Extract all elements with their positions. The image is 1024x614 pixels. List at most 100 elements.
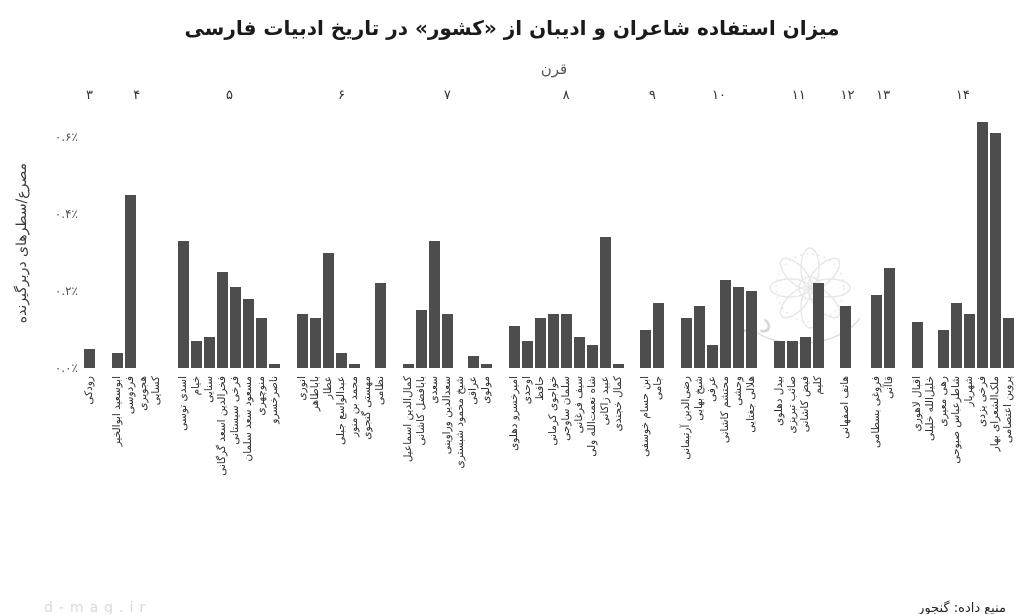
bar: [937, 330, 949, 368]
x-tick-label: بیدل دهلوی: [772, 376, 785, 426]
y-tick-label: ۰.۲٪: [54, 284, 78, 299]
x-tick-label: فیض کاشانی: [798, 376, 811, 433]
x-tick-label: فردوسی: [123, 376, 136, 415]
century-tick-label: ۴: [133, 88, 141, 103]
x-tick-label: فروغی بسطامی: [870, 376, 883, 448]
century-tick-label: ۳: [86, 88, 93, 103]
century-tick-label: ۶: [338, 88, 346, 103]
bar: [191, 341, 203, 368]
bar: [84, 349, 95, 368]
bar: [243, 299, 255, 368]
site-watermark-link[interactable]: d-mag.ir: [44, 600, 152, 614]
century-tick-label: ۱۰: [712, 88, 727, 103]
century-group-12: ۱۲ هاتف اصفهانی: [839, 88, 854, 556]
bar: [963, 314, 975, 368]
x-tick-label: پروین اعتصامی: [1001, 376, 1014, 444]
x-tick-label: خیام: [190, 376, 203, 396]
bar: [111, 353, 123, 368]
bar: [911, 322, 923, 368]
data-source-note: منبع داده: گنجور: [918, 601, 1006, 614]
y-axis-title-text: مصرع/سطرهای دربرگیرنده: [14, 162, 30, 324]
bar: [653, 303, 665, 368]
century-group-13: ۱۳ فروغی بسطامی قاآنی: [870, 88, 896, 556]
x-tick-label: بابافضل کاشانی: [414, 376, 427, 446]
bar: [269, 364, 281, 368]
bar: [297, 314, 309, 368]
bar: [681, 318, 693, 368]
bar: [950, 303, 962, 368]
x-tick-label: هلالی جغتایی: [745, 376, 758, 433]
x-tick-label: هاتف اصفهانی: [839, 376, 852, 439]
bar: [773, 341, 785, 368]
y-tick-label: ۰.۰٪: [54, 361, 78, 375]
x-tick-label: اسدی توسی: [177, 376, 190, 431]
bar: [441, 314, 453, 368]
bar: [521, 341, 533, 368]
century-tick-label: ۱۴: [955, 88, 970, 103]
x-tick-label: رودکی: [83, 376, 95, 405]
x-tick-label: انوری: [296, 376, 309, 401]
x-axis-title: قرن: [540, 60, 568, 78]
bar: [871, 295, 883, 368]
x-tick-label: شاطرعباس صبوحی: [949, 376, 962, 464]
bar: [534, 318, 546, 368]
bar: [884, 268, 896, 368]
x-tick-label: ابوسعید ابوالخیر: [110, 376, 123, 447]
century-group-6: ۶ انوری باباطاهر عطار عبدالواسع جبلی محمد بن …: [296, 88, 387, 556]
x-tick-label: هجویری: [136, 376, 149, 411]
bar: [349, 364, 361, 368]
chart-plot-area: مصرع/سطرهای دربرگیرنده ۰.۰٪ ۰.۲٪ ۰.۴٪ ۰.۶٪ …: [0, 88, 1024, 548]
bar: [694, 306, 706, 368]
century-group-8: ۸ امیرخسرو دهلوی اوحدی حافظ خواجوی کرمانی سلم…: [507, 88, 624, 556]
century-tick-label: ۱۳: [876, 88, 891, 103]
x-tick-label: فرخی یزدی: [975, 376, 988, 428]
x-tick-label: عبید زاکانی: [598, 376, 611, 426]
bar: [547, 314, 559, 368]
century-tick-label: ۹: [648, 88, 656, 103]
bar: [178, 241, 190, 368]
bar: [310, 318, 322, 368]
plot-groups: ۳ رودکی ۴ ابوسعید ابوالخیر فردوسی هجویری کسایی…: [83, 88, 1014, 556]
century-tick-label: ۷: [443, 88, 451, 103]
x-tick-label: ناصرخسرو: [268, 376, 281, 424]
x-tick-label: عراقی: [466, 376, 479, 405]
bar: [989, 133, 1001, 368]
bar: [786, 341, 798, 368]
century-group-9: ۹ ابن حسام خوسفی جامی: [639, 88, 665, 556]
century-group-14: ۱۴ اقبال لاهوری خلیل‌الله خلیلی رهی معیری شا…: [910, 88, 1014, 556]
x-tick-label: مسعود سعد سلمان: [242, 376, 255, 462]
bar: [573, 337, 585, 368]
bar: [256, 318, 268, 368]
x-tick-label: عرفی: [706, 376, 719, 402]
x-tick-label: رهی معیری: [936, 376, 949, 427]
x-tick-label: سنایی: [203, 376, 216, 403]
x-tick-label: اقبال لاهوری: [910, 376, 923, 432]
x-tick-label: صائب تبریزی: [785, 376, 798, 434]
y-tick-label: ۰.۶٪: [54, 130, 78, 145]
x-tick-label: شیخ محمود شبستری: [453, 376, 466, 469]
x-tick-label: مولوی: [479, 376, 492, 404]
bar: [1002, 318, 1014, 368]
bar: [840, 306, 852, 368]
x-tick-label: باباطاهر: [309, 376, 322, 412]
bar: [720, 280, 732, 368]
chart-title: میزان استفاده شاعران و ادیبان از «کشور» …: [184, 16, 840, 40]
x-tick-label: خلیل‌الله خلیلی: [923, 376, 936, 442]
x-tick-label: حافظ: [533, 376, 546, 401]
x-tick-label: عطار: [322, 376, 335, 400]
bar: [508, 326, 520, 368]
century-tick-label: ۱۱: [791, 88, 806, 103]
bar: [428, 241, 440, 368]
bar: [746, 291, 758, 368]
bar: [323, 253, 335, 368]
bar: [124, 195, 136, 368]
x-tick-label: سعدی: [427, 376, 440, 404]
bar: [599, 237, 611, 368]
century-tick-label: ۸: [562, 88, 570, 103]
x-tick-label: شهریار: [962, 376, 975, 407]
bar: [230, 287, 242, 368]
x-tick-label: فرخی سیستانی: [229, 376, 242, 445]
x-tick-label: رضی‌الدین آرتیمانی: [680, 376, 693, 460]
bar: [586, 345, 598, 368]
x-tick-label: امیرخسرو دهلوی: [507, 376, 520, 451]
